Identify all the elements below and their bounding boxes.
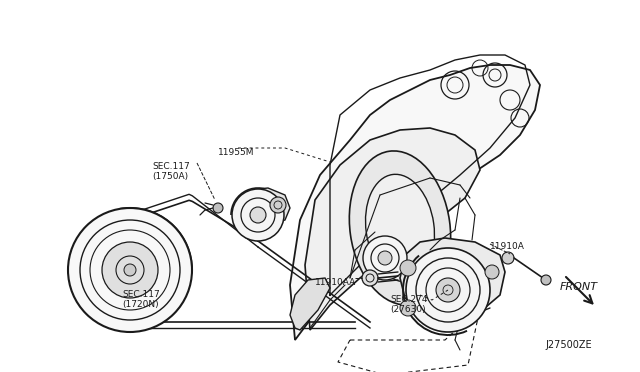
Circle shape (362, 270, 378, 286)
Circle shape (400, 300, 416, 316)
Circle shape (436, 278, 460, 302)
Polygon shape (290, 65, 540, 340)
Circle shape (541, 275, 551, 285)
Text: SEC.274: SEC.274 (390, 295, 428, 304)
Polygon shape (245, 188, 290, 225)
Polygon shape (290, 278, 330, 330)
Circle shape (412, 277, 448, 313)
Text: (1750A): (1750A) (152, 172, 188, 181)
Text: 11910AA: 11910AA (315, 278, 356, 287)
Circle shape (400, 260, 416, 276)
Circle shape (232, 189, 284, 241)
Text: (27630): (27630) (390, 305, 426, 314)
Polygon shape (400, 238, 505, 318)
Circle shape (502, 252, 514, 264)
Ellipse shape (349, 151, 451, 305)
Circle shape (406, 248, 490, 332)
Circle shape (363, 236, 407, 280)
Text: SEC.117: SEC.117 (152, 162, 189, 171)
Text: 11955M: 11955M (218, 148, 255, 157)
Circle shape (378, 251, 392, 265)
Circle shape (425, 290, 435, 300)
Polygon shape (305, 128, 480, 330)
Circle shape (124, 264, 136, 276)
Ellipse shape (365, 174, 435, 282)
Circle shape (213, 203, 223, 213)
Circle shape (485, 265, 499, 279)
Text: FRONT: FRONT (560, 282, 598, 292)
Text: (1720N): (1720N) (122, 300, 159, 309)
Circle shape (250, 207, 266, 223)
Text: J27500ZE: J27500ZE (545, 340, 591, 350)
Text: SEC.117: SEC.117 (122, 290, 160, 299)
Circle shape (68, 208, 192, 332)
Text: 11910A: 11910A (490, 242, 525, 251)
Circle shape (102, 242, 158, 298)
Circle shape (270, 197, 286, 213)
